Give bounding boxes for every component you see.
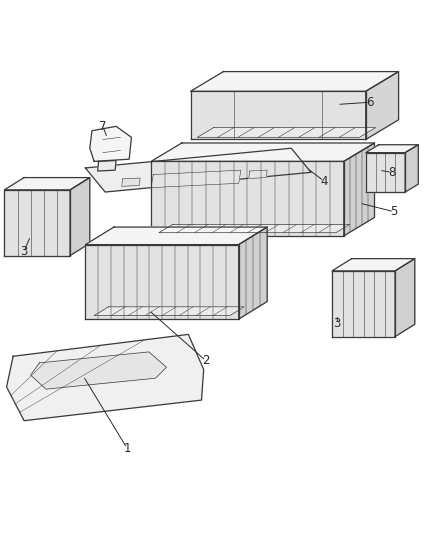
Polygon shape [31, 352, 166, 389]
Polygon shape [197, 128, 375, 138]
Polygon shape [90, 126, 131, 161]
Polygon shape [332, 259, 415, 271]
Polygon shape [366, 71, 399, 140]
Polygon shape [151, 170, 241, 188]
Polygon shape [191, 71, 399, 91]
Text: 1: 1 [123, 442, 131, 455]
Polygon shape [332, 271, 395, 336]
Text: 2: 2 [202, 354, 210, 367]
Polygon shape [159, 224, 350, 233]
Polygon shape [151, 143, 374, 161]
Polygon shape [405, 145, 418, 192]
Polygon shape [70, 177, 90, 255]
Polygon shape [85, 227, 267, 245]
Polygon shape [94, 307, 244, 316]
Text: 4: 4 [320, 175, 328, 188]
Text: 3: 3 [21, 245, 28, 257]
Polygon shape [98, 160, 116, 171]
Polygon shape [239, 227, 267, 319]
Polygon shape [7, 334, 204, 421]
Polygon shape [122, 178, 140, 187]
Text: 3: 3 [334, 317, 341, 330]
Text: 6: 6 [366, 96, 374, 109]
Polygon shape [151, 161, 344, 236]
Polygon shape [366, 145, 418, 152]
Polygon shape [344, 143, 374, 236]
Polygon shape [366, 152, 405, 192]
Text: 5: 5 [391, 205, 398, 218]
Polygon shape [249, 170, 267, 179]
Text: 7: 7 [99, 120, 107, 133]
Polygon shape [191, 91, 366, 140]
Polygon shape [4, 190, 70, 255]
Polygon shape [85, 148, 311, 192]
Text: 8: 8 [389, 166, 396, 179]
Polygon shape [395, 259, 415, 336]
Polygon shape [4, 177, 90, 190]
Polygon shape [85, 245, 239, 319]
